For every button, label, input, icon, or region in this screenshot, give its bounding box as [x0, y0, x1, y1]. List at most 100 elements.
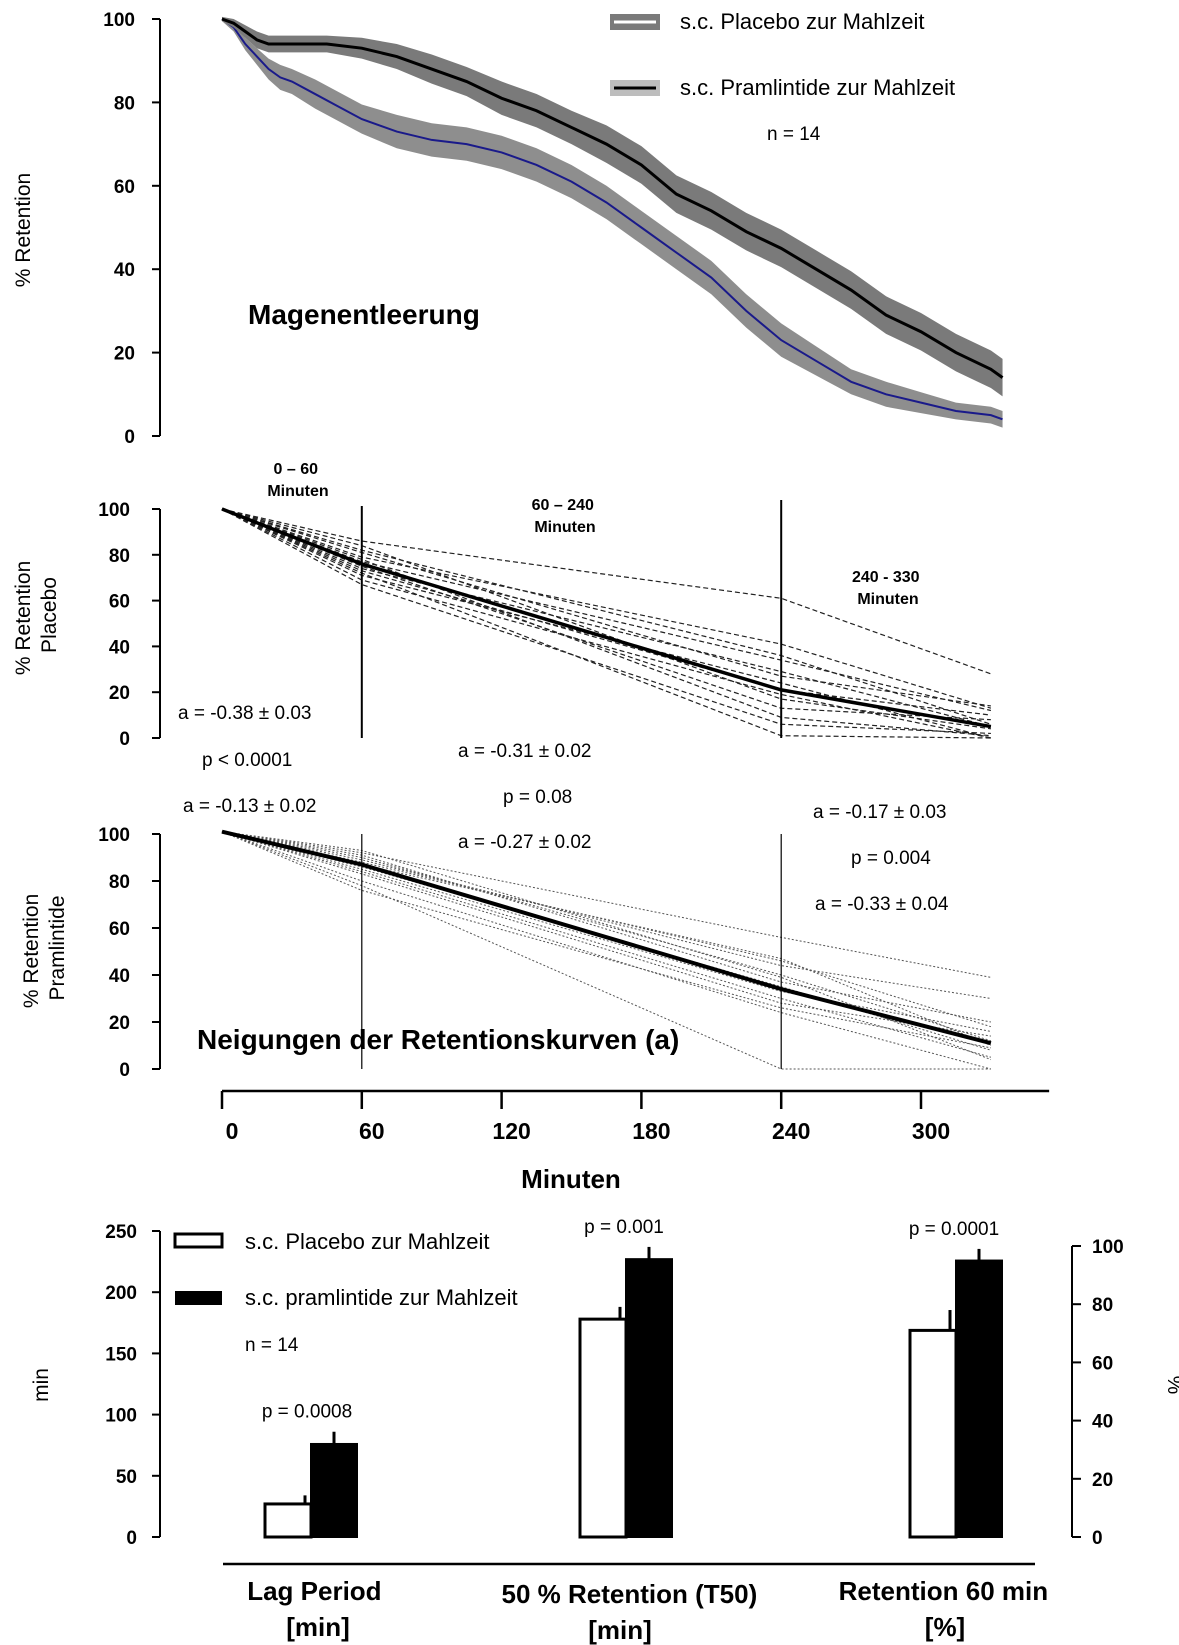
x-tick-label: 120 [492, 1118, 530, 1144]
y-tick-label: 20 [109, 683, 130, 704]
panel3-title: Neigungen der Retentionskurven (a) [197, 1024, 679, 1055]
panel2-y-label-line1: % Retention [12, 561, 35, 675]
y-tick-label: 0 [119, 729, 130, 750]
individual-line [221, 508, 991, 707]
panel3-y-axis: 0 20 40 60 80 100 [98, 825, 161, 1081]
individual-line [221, 508, 992, 728]
individual-line [221, 508, 992, 712]
panel1-sample-size: n = 14 [767, 124, 821, 145]
x-tick-label: 0 [226, 1118, 239, 1144]
y-tick-label: 100 [105, 1406, 137, 1427]
individual-line [221, 831, 991, 1023]
individual-line [221, 831, 992, 1070]
individual-line [221, 508, 992, 709]
mean-line [221, 829, 992, 1046]
y-tick-label: 80 [109, 546, 130, 567]
bar-placebo [263, 1502, 313, 1539]
y-tick-label: 100 [103, 10, 135, 31]
mean-line [221, 507, 992, 729]
p-value-early: p < 0.0001 [202, 750, 292, 771]
panel2-y-label-word: Retention [12, 561, 35, 651]
individual-line [221, 508, 992, 739]
bar-right-y-label: % [1163, 1376, 1179, 1395]
individual-line [221, 508, 991, 730]
individual-line [221, 831, 991, 1070]
bar-right-y-axis: 0 20 40 60 80 100 [1071, 1237, 1124, 1549]
y-tick-label: 80 [109, 872, 130, 893]
bar-placebo [578, 1317, 628, 1539]
individual-line [221, 508, 991, 716]
panel-gastric-emptying: 0 20 40 60 80 100 % Retention Magenentleerung… [12, 9, 1004, 448]
y-tick-label: 80 [114, 93, 135, 114]
shared-x-axis: 0 60 120 180 240 300 [220, 1089, 1050, 1144]
series-error-band-0 [222, 16, 1003, 428]
category-label-lag-period: Lag Period [min] [247, 1576, 389, 1642]
x-tick-label: 60 [359, 1118, 385, 1144]
segment-header-0-60: 0 – 60 Minuten [267, 461, 328, 500]
placebo-slope-early: a = -0.38 ± 0.03 [178, 703, 312, 724]
bar-pramlintide [955, 1259, 1003, 1539]
panel1-plot-area [221, 16, 1004, 428]
panel1-title: Magenentleerung [248, 299, 480, 330]
y-tick-label: 0 [119, 1060, 130, 1081]
panel-bar-chart: 0 50 100 150 200 250 0 20 40 60 80 100 min % p = 0… [30, 1217, 1179, 1645]
y-tick-label: 40 [114, 260, 135, 281]
bar-legend-label-pramlintide: s.c. pramlintide zur Mahlzeit [245, 1285, 518, 1310]
bar-pramlintide [625, 1258, 673, 1538]
y-tick-label: 0 [126, 1528, 137, 1549]
panel3-plot-area [221, 829, 992, 1070]
right-tick-label: 80 [1092, 1295, 1113, 1316]
individual-line [221, 508, 992, 725]
y-tick-label: 20 [109, 1013, 130, 1034]
panel1-legend: s.c. Placebo zur Mahlzeit s.c. Pramlinti… [610, 9, 955, 145]
right-tick-label: 40 [1092, 1412, 1113, 1433]
y-tick-label: 40 [109, 966, 130, 987]
bar-pramlintide [310, 1442, 358, 1538]
individual-line [221, 508, 991, 735]
y-tick-label: 60 [114, 177, 135, 198]
right-tick-label: 0 [1092, 1528, 1103, 1549]
y-tick-label: 100 [98, 825, 130, 846]
placebo-slope-late: a = -0.17 ± 0.03 [813, 802, 947, 823]
individual-line [221, 831, 991, 1037]
p-value-late: p = 0.004 [851, 848, 931, 869]
bar-left-y-axis: 0 50 100 150 200 250 [105, 1222, 161, 1549]
segment-header-60-240: 60 – 240 Minuten [532, 497, 599, 536]
y-tick-label: 20 [114, 344, 135, 365]
panel2-plot-area [221, 500, 992, 739]
bar-groups: p = 0.0008 p = 0.001 p = 0.0001 [262, 1217, 1003, 1539]
individual-line [221, 831, 991, 1032]
pramlintide-slope-mid: a = -0.27 ± 0.02 [458, 832, 592, 853]
y-tick-label: 40 [109, 637, 130, 658]
x-tick-label: 180 [632, 1118, 670, 1144]
panel3-y-label: % Retention Pramlintide [20, 888, 69, 1008]
category-label-retention-60: Retention 60 min [%] [839, 1576, 1056, 1642]
bar-left-y-label: min [30, 1368, 53, 1402]
individual-line [221, 831, 991, 1049]
y-tick-label: 60 [109, 592, 130, 613]
right-tick-label: 20 [1092, 1470, 1113, 1491]
series-line-1 [221, 17, 1004, 379]
individual-line [221, 508, 992, 739]
bar-legend-swatch-pramlintide [175, 1291, 222, 1305]
bar-placebo [908, 1328, 958, 1539]
bar-p-value: p = 0.0001 [909, 1219, 999, 1240]
legend-label-pramlintide: s.c. Pramlintide zur Mahlzeit [680, 75, 955, 100]
bar-legend-swatch-placebo [173, 1232, 224, 1249]
x-tick-label: 300 [912, 1118, 950, 1144]
bar-p-value: p = 0.001 [584, 1217, 664, 1238]
x-axis-label: Minuten [521, 1164, 621, 1194]
legend-label-placebo: s.c. Placebo zur Mahlzeit [680, 9, 925, 34]
y-tick-label: 100 [98, 500, 130, 521]
panel-placebo-slopes: 0 20 40 60 80 100 % Retention Placebo 0 – 60 … [12, 461, 992, 869]
y-tick-label: 50 [116, 1467, 137, 1488]
pramlintide-slope-late: a = -0.33 ± 0.04 [815, 894, 949, 915]
p-value-mid: p = 0.08 [503, 787, 572, 808]
y-tick-label: 200 [105, 1283, 137, 1304]
bar-legend: s.c. Placebo zur Mahlzeit s.c. pramlinti… [173, 1229, 518, 1356]
panel1-y-axis: 0 20 40 60 80 100 [103, 10, 161, 448]
individual-line [221, 508, 992, 675]
panel-pramlintide-slopes: 0 20 40 60 80 100 % Retention Pramlintide a =… [20, 796, 1050, 1194]
individual-line [221, 831, 992, 1061]
